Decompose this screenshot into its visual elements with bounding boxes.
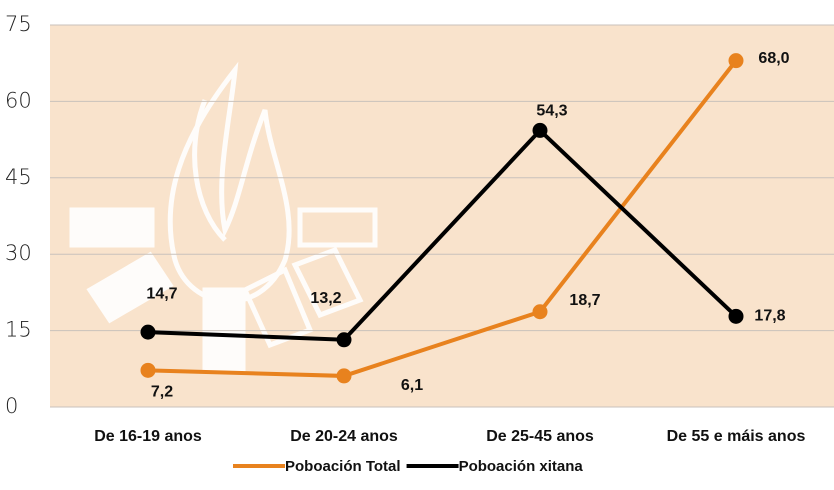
y-tick-label: 15	[5, 318, 32, 342]
data-label: 17,8	[754, 308, 785, 325]
data-label: 68,0	[758, 50, 789, 67]
x-tick-label: De 55 e máis anos	[667, 428, 806, 445]
data-label: 18,7	[569, 292, 600, 309]
data-point	[729, 309, 744, 324]
data-point	[729, 53, 744, 68]
y-tick-label: 0	[5, 394, 18, 418]
chart: Poboación Total Poboación xitana 0 15 30 45…	[0, 0, 834, 490]
data-label: 14,7	[146, 285, 177, 302]
data-label: 7,2	[151, 384, 173, 401]
data-label: 6,1	[401, 377, 423, 394]
y-tick-label: 30	[5, 241, 32, 265]
data-point	[533, 304, 548, 319]
y-tick-label: 75	[5, 12, 32, 36]
data-point	[533, 123, 548, 138]
data-point	[141, 325, 156, 340]
data-label: 13,2	[310, 290, 341, 307]
legend-label: Poboación xitana	[459, 458, 584, 475]
x-tick-label: De 16-19 anos	[94, 428, 202, 445]
y-tick-label: 45	[5, 165, 32, 189]
data-point	[337, 368, 352, 383]
data-point	[141, 363, 156, 378]
data-point	[337, 332, 352, 347]
legend: Poboación Total Poboación xitana	[233, 458, 583, 475]
legend-label: Poboación Total	[285, 458, 401, 475]
y-tick-label: 60	[5, 88, 32, 112]
plot-background	[50, 25, 834, 407]
x-tick-label: De 20-24 anos	[290, 428, 398, 445]
x-tick-label: De 25-45 anos	[486, 428, 594, 445]
data-label: 54,3	[536, 103, 567, 120]
